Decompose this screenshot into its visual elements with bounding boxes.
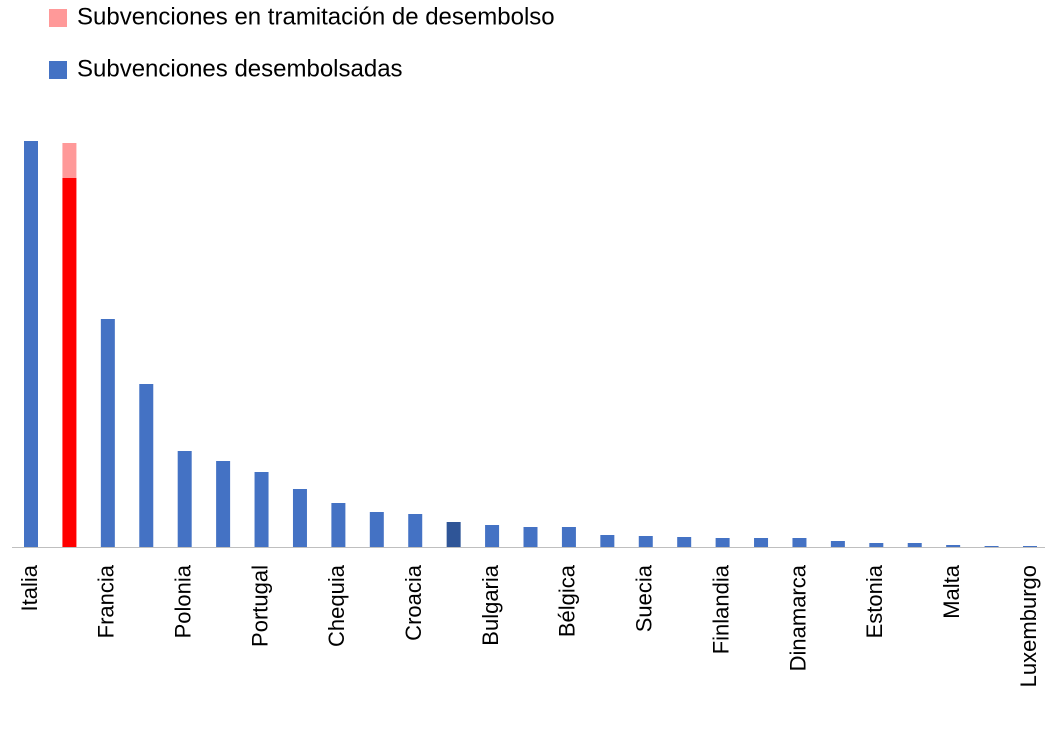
bar: [100, 319, 115, 547]
bar: [523, 527, 538, 547]
legend-swatch: [49, 61, 67, 79]
bar: [869, 543, 884, 547]
bar: [485, 525, 500, 547]
bar: [408, 514, 423, 547]
bar: [139, 384, 154, 547]
legend-swatch: [49, 9, 67, 27]
x-tick-label: Finlandia: [708, 564, 733, 654]
bar: [677, 537, 692, 547]
x-tick-label: Suecia: [632, 564, 657, 632]
bar: [369, 512, 384, 547]
x-tick-label: Malta: [939, 564, 964, 619]
x-tick-label: Portugal: [247, 565, 272, 647]
x-tick-label: Croacia: [401, 564, 426, 641]
bar: [254, 472, 269, 547]
x-tick-label: Francia: [94, 564, 119, 638]
bar: [830, 541, 845, 547]
bar: [62, 143, 77, 178]
x-tick-label: Chequia: [324, 564, 349, 647]
bar: [600, 535, 615, 547]
bar: [715, 538, 730, 547]
x-tick-label: Luxemburgo: [1016, 565, 1041, 687]
bar: [331, 503, 346, 547]
x-tick-label: Italia: [17, 564, 42, 611]
bar: [638, 536, 653, 547]
bar: [177, 451, 192, 547]
legend-label: Subvenciones desembolsadas: [77, 55, 403, 82]
bar: [792, 538, 807, 547]
bar: [24, 141, 38, 547]
bar: [561, 527, 576, 547]
x-tick-label: Bulgaria: [478, 564, 503, 645]
x-tick-label: Dinamarca: [785, 564, 810, 671]
bar: [62, 178, 77, 547]
x-tick-label: Polonia: [171, 564, 196, 638]
bar: [446, 522, 461, 547]
bar: [946, 545, 961, 547]
bar: [1023, 546, 1037, 547]
bar: [907, 543, 922, 547]
bar: [754, 538, 769, 547]
legend-label: Subvenciones en tramitación de desembols…: [77, 3, 555, 30]
bar: [292, 489, 307, 547]
x-tick-label: Estonia: [862, 564, 887, 638]
bar: [216, 461, 231, 547]
x-tick-label: Bélgica: [555, 564, 580, 637]
bar: [984, 546, 999, 547]
